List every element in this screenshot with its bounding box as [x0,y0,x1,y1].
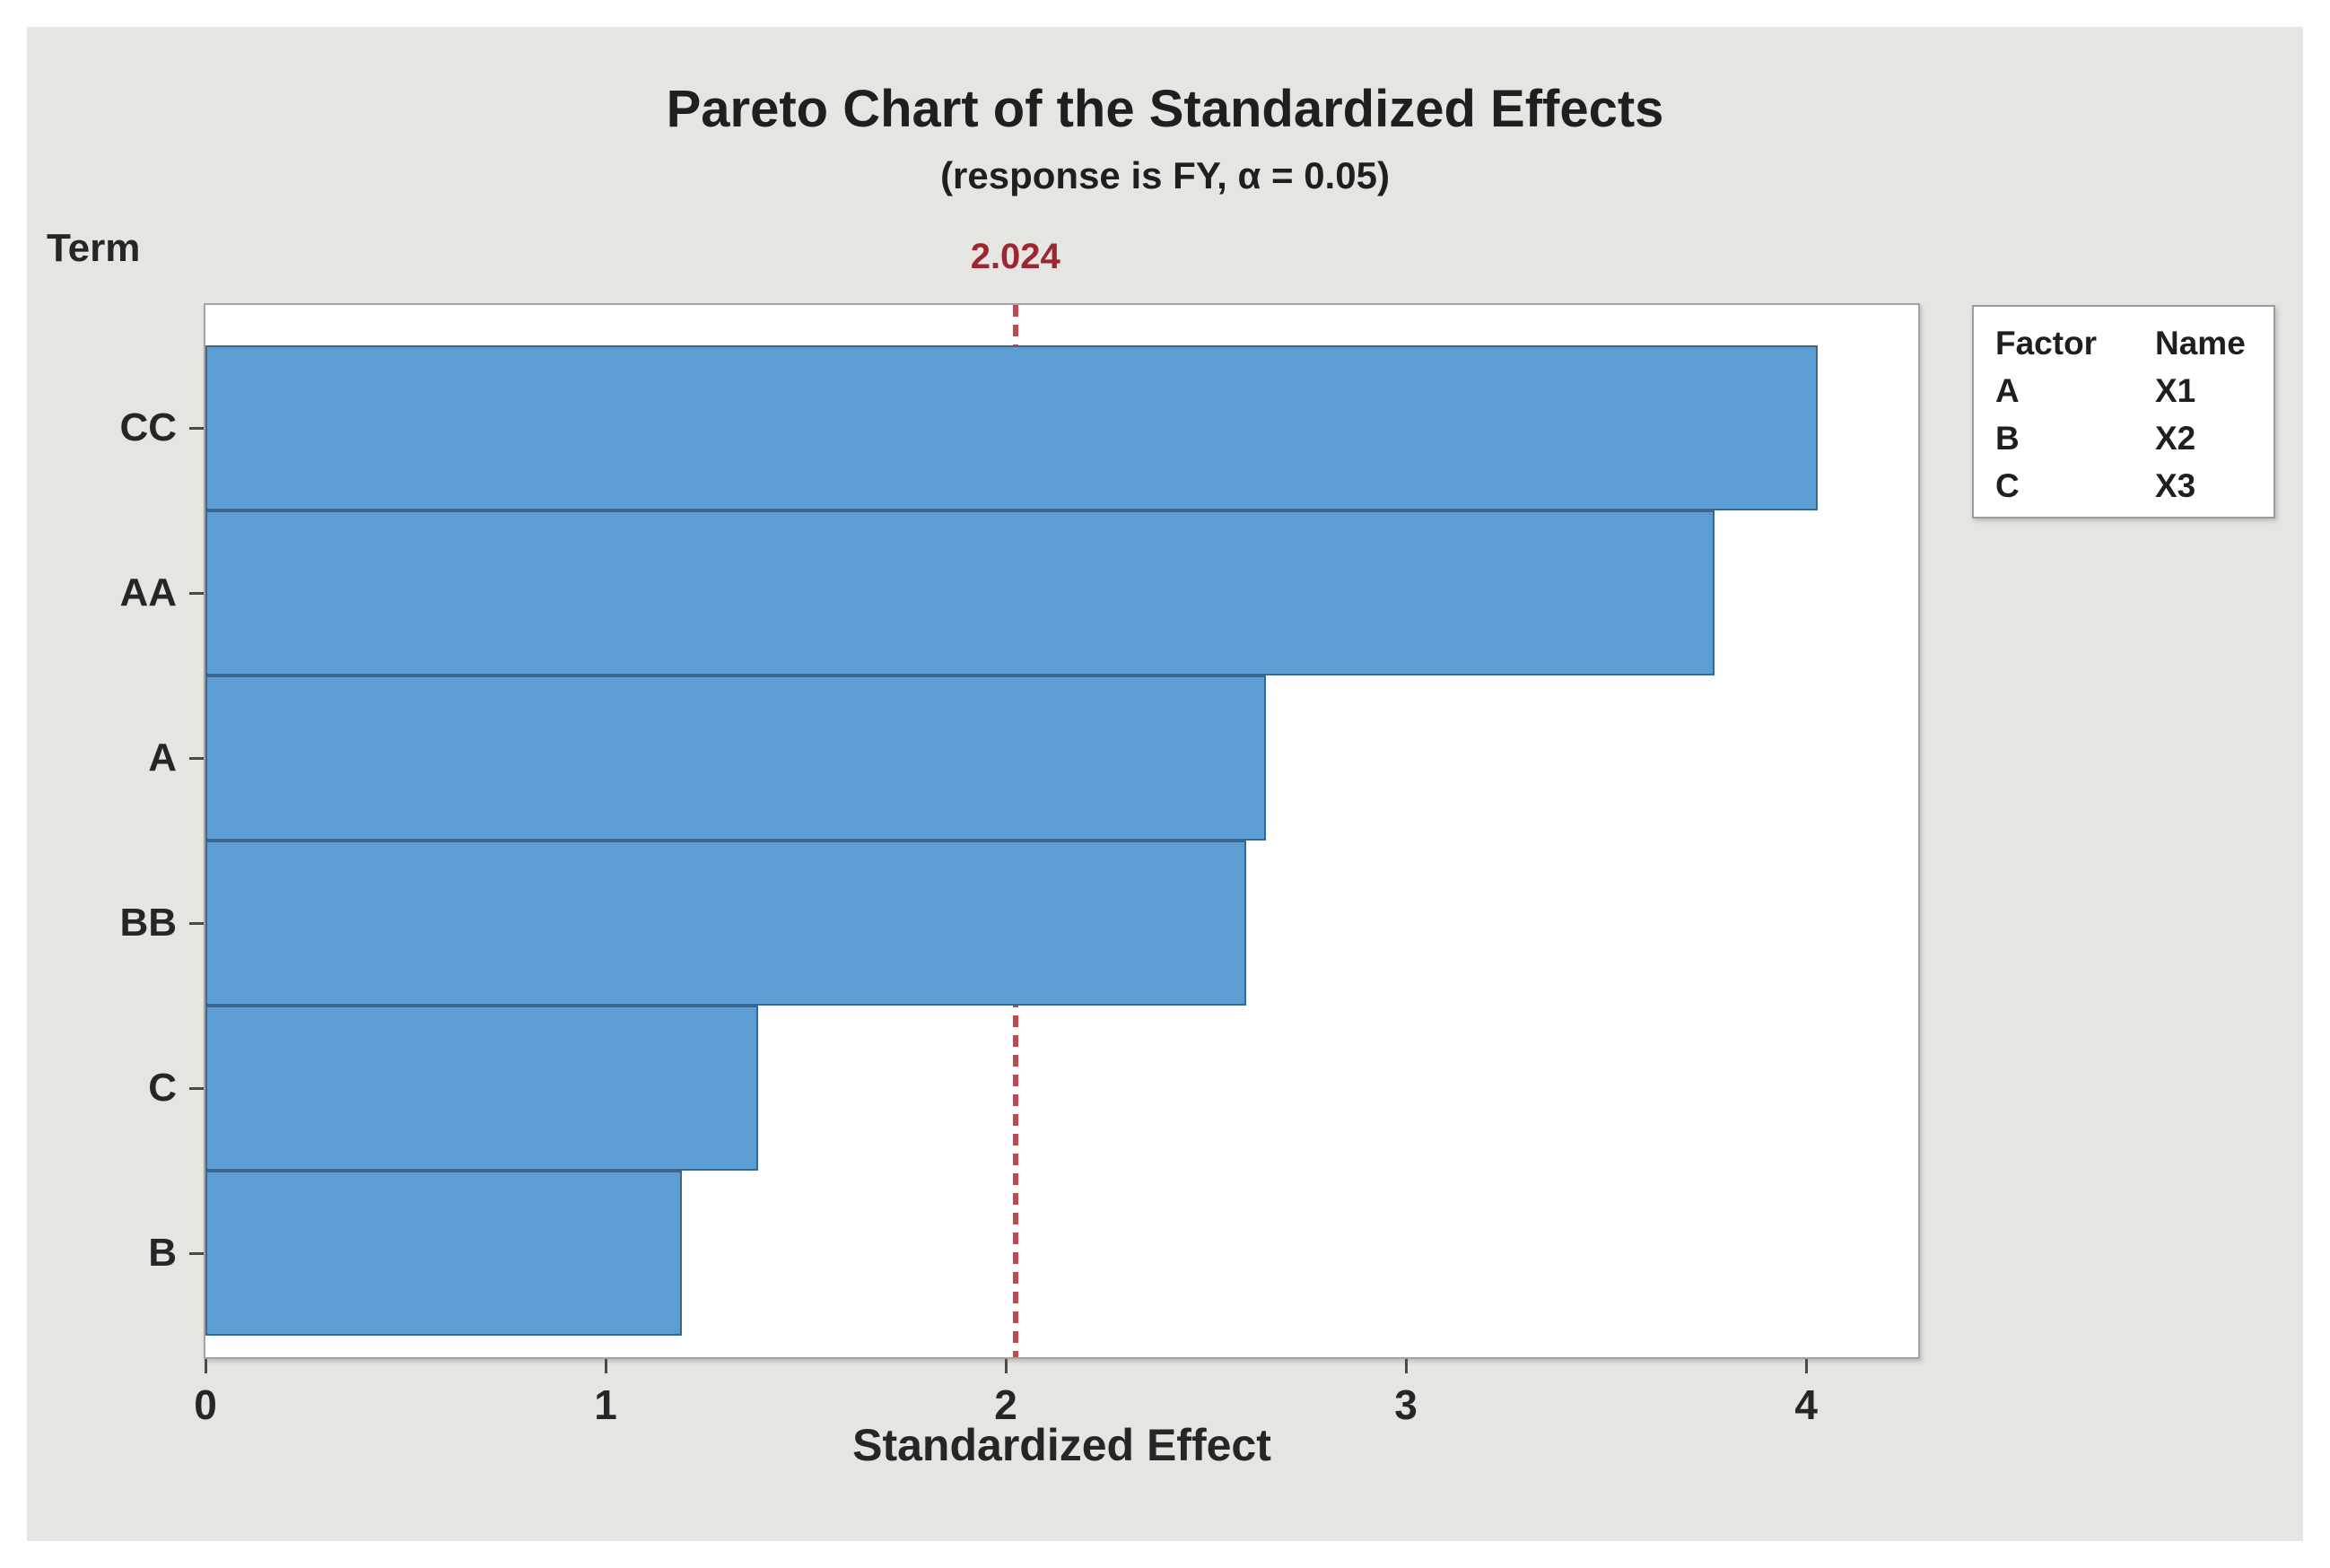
x-tick-label: 2 [994,1381,1017,1428]
x-tick [204,1359,207,1373]
legend-row: A X1 [1995,367,2273,414]
x-axis-title: Standardized Effect [852,1420,1271,1470]
category-label: BB [119,901,177,945]
legend-row: B X2 [1995,414,2273,462]
bar-C [205,1006,758,1171]
chart-panel: Pareto Chart of the Standardized Effects… [27,27,2303,1541]
x-tick [1004,1359,1008,1373]
category-label: C [148,1066,177,1110]
chart-title: Pareto Chart of the Standardized Effects [666,80,1664,138]
legend-name: X3 [2155,467,2196,504]
legend-name: X1 [2155,372,2196,409]
legend-header-row: Factor Name [1995,319,2273,367]
bar-BB [205,841,1246,1006]
legend-factor: C [1995,467,2020,504]
legend-header-name: Name [2155,325,2246,362]
y-tick [189,756,204,760]
legend-header-factor: Factor [1995,325,2098,362]
plot-area [204,303,1920,1359]
chart-subtitle: (response is FY, α = 0.05) [940,154,1390,196]
x-tick [1404,1359,1408,1373]
bar-B [205,1171,682,1336]
x-tick-label: 1 [594,1381,617,1428]
bar-AA [205,510,1715,675]
y-tick [189,426,204,430]
y-axis-title: Term [47,226,141,270]
bar-A [205,675,1266,841]
legend-factor: A [1995,372,2020,409]
y-tick [189,1086,204,1090]
legend-name: X2 [2155,420,2196,457]
y-tick [189,591,204,595]
y-tick [189,921,204,925]
legend-row: C X3 [1995,462,2273,510]
category-label: CC [119,405,177,449]
x-tick [1804,1359,1808,1373]
reference-line-label: 2.024 [970,237,1060,276]
legend-factor: B [1995,420,2020,457]
y-tick [189,1251,204,1255]
x-tick [604,1359,607,1373]
x-tick-label: 3 [1394,1381,1418,1428]
bar-CC [205,345,1819,510]
legend: Factor Name A X1 B X2 C X3 [1972,305,2275,518]
category-label: AA [119,571,177,614]
x-tick-label: 4 [1794,1381,1818,1428]
category-label: B [148,1231,177,1275]
x-tick-label: 0 [194,1381,217,1428]
category-label: A [148,736,177,780]
